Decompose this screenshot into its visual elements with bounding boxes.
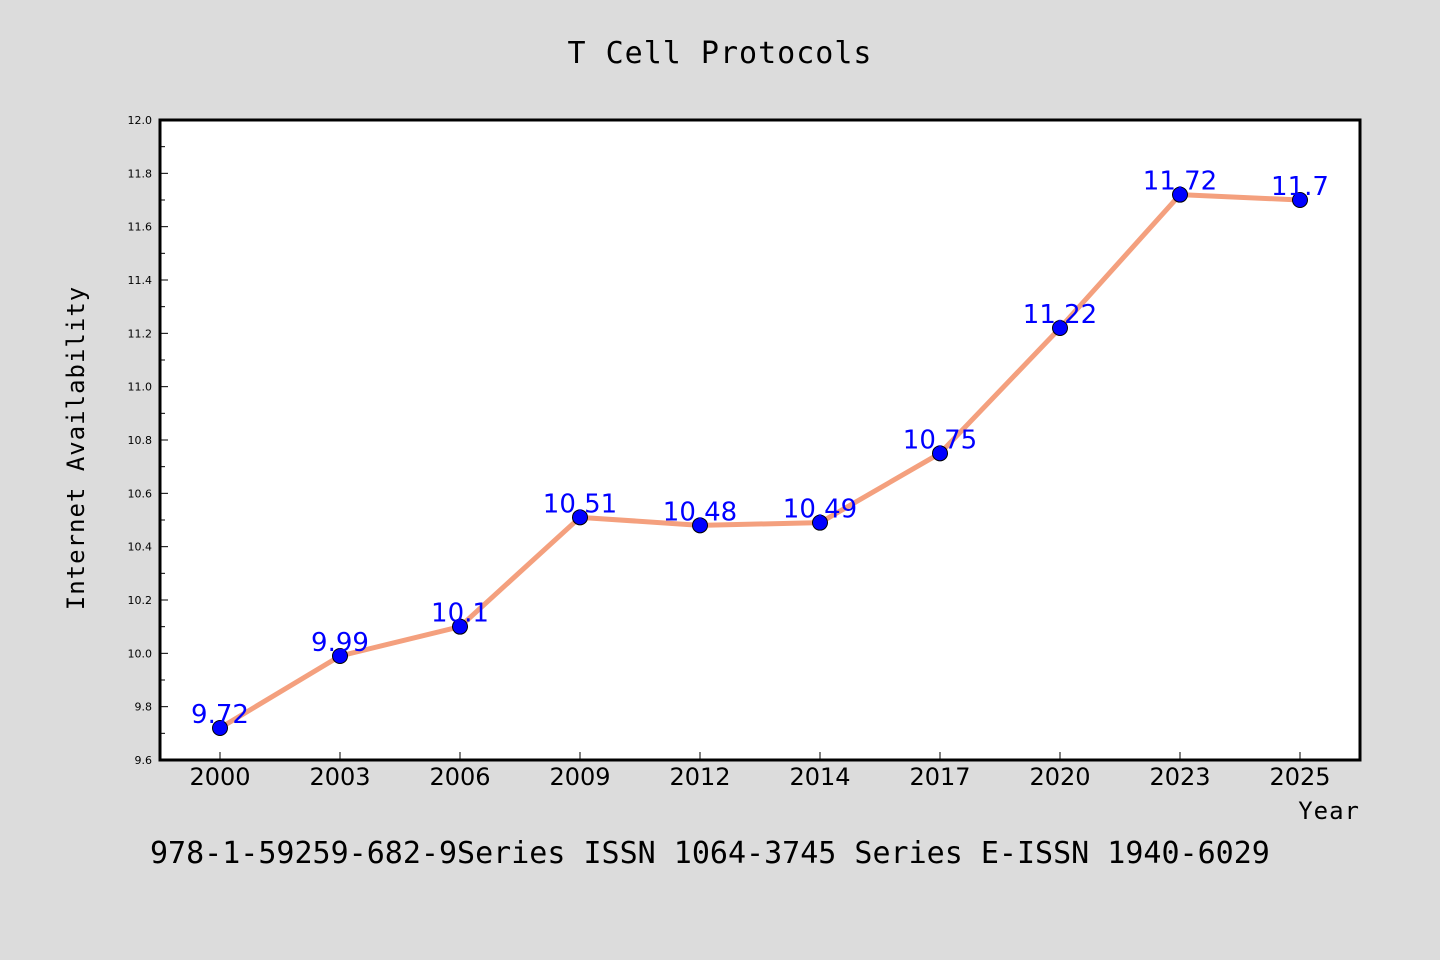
y-tick-label: 10.0 [128, 647, 153, 660]
y-tick-label: 11.4 [128, 274, 153, 287]
x-axis: 2000 2003 2006 2009 2012 2014 2017 2020 2023 2025 [189, 752, 1331, 791]
y-tick-label: 10.2 [128, 594, 153, 607]
y-tick-label: 11.6 [128, 221, 153, 234]
x-tick-label: 2014 [789, 763, 850, 791]
data-point-marker [1172, 186, 1188, 203]
series-line-layer [217, 192, 1303, 731]
series-line [217, 192, 1303, 731]
x-tick-label: 2012 [669, 763, 730, 791]
y-tick-label: 11.2 [128, 327, 153, 340]
data-label: 9.72 [191, 700, 249, 730]
data-label: 10.51 [543, 489, 617, 519]
x-tick-label: 2023 [1149, 763, 1210, 791]
y-tick-label: 10.8 [128, 434, 153, 447]
y-tick-label: 9.8 [135, 701, 153, 714]
x-axis-title: Year [1298, 797, 1360, 825]
data-point-marker [932, 445, 948, 462]
data-point-marker [212, 720, 228, 736]
x-tick-label: 2000 [189, 763, 250, 791]
x-tick-label: 2009 [549, 763, 610, 791]
data-point-marker [1292, 192, 1308, 208]
y-axis: 9.6 9.8 10.0 10.2 10.4 10.6 10.8 11.0 11.2 11.4 11… [128, 114, 168, 767]
data-label: 10.1 [431, 599, 489, 629]
chart-title: T Cell Protocols [568, 36, 873, 71]
marker-layer [212, 186, 1308, 736]
x-tick-label: 2025 [1269, 763, 1330, 791]
x-tick-label: 2003 [309, 763, 370, 791]
data-label: 11.22 [1023, 300, 1097, 330]
data-label: 10.49 [783, 495, 857, 525]
data-point-marker [332, 648, 348, 664]
data-label: 9.99 [311, 628, 369, 658]
y-tick-label: 9.6 [135, 754, 153, 767]
data-point-marker [1052, 320, 1068, 336]
y-tick-label: 11.0 [128, 381, 153, 394]
data-point-marker [572, 509, 588, 526]
y-tick-label: 12.0 [128, 114, 153, 127]
data-point-marker [452, 618, 468, 635]
x-tick-label: 2020 [1029, 763, 1090, 791]
data-label: 10.75 [903, 425, 977, 455]
data-label: 11.72 [1143, 167, 1217, 197]
x-tick-label: 2006 [429, 763, 490, 791]
data-point-marker [692, 517, 708, 534]
data-label-layer: 9.72 9.99 10.1 10.51 10.48 10.49 10.75 11.22 11.… [191, 167, 1329, 730]
y-tick-label: 10.4 [128, 541, 153, 554]
data-label: 11.7 [1271, 172, 1329, 202]
data-label: 10.48 [663, 497, 737, 527]
data-point-marker [812, 514, 828, 531]
y-tick-label: 11.8 [128, 167, 153, 180]
y-tick-label: 10.6 [128, 487, 153, 500]
footer-text: 978-1-59259-682-9Series ISSN 1064-3745 S… [150, 836, 1270, 871]
x-tick-label: 2017 [909, 763, 970, 791]
y-axis-title: Internet Availability [62, 286, 90, 610]
